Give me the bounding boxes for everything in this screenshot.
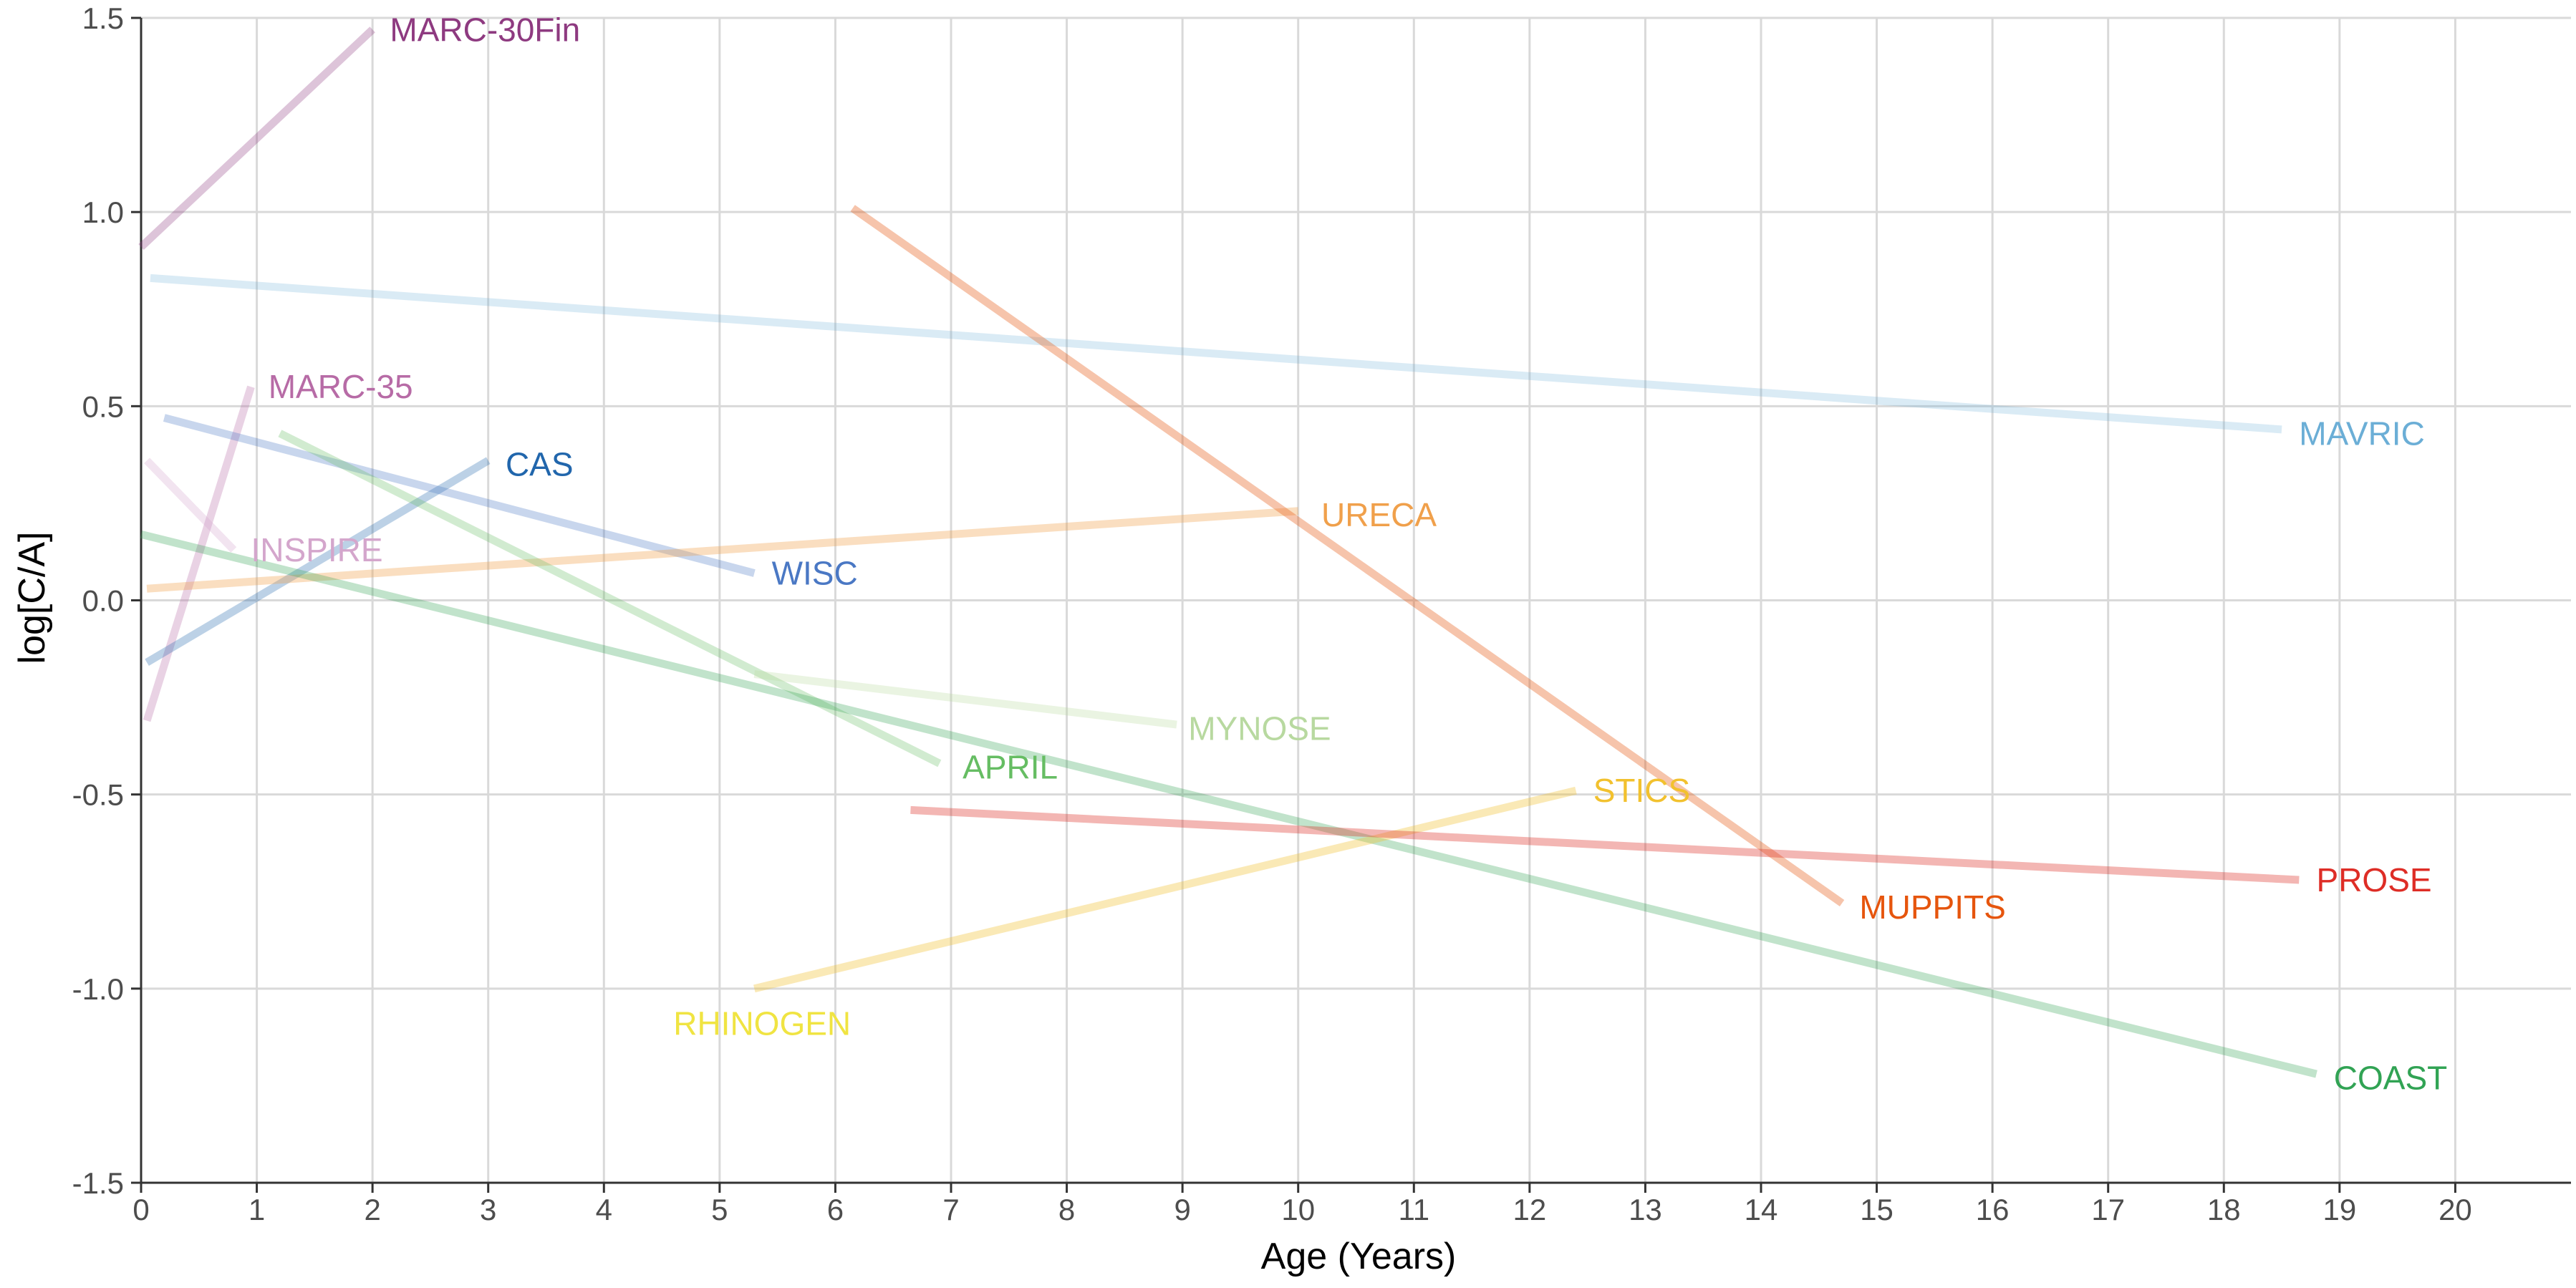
series-line-april xyxy=(278,430,942,768)
y-tick-label: 1.5 xyxy=(82,1,124,35)
series-label-ureca: URECA xyxy=(1321,496,1437,533)
series-label-april: APRIL xyxy=(963,749,1058,786)
series-line-marc-35 xyxy=(143,385,255,722)
series-line-coast xyxy=(140,530,2317,1078)
x-tick-label: 0 xyxy=(132,1193,149,1226)
series-line-ureca xyxy=(146,507,1299,593)
x-tick-label: 6 xyxy=(827,1193,844,1226)
y-tick-label: -0.5 xyxy=(72,778,124,812)
x-tick-label: 15 xyxy=(1860,1193,1894,1226)
x-tick-label: 9 xyxy=(1174,1193,1190,1226)
series-label-coast: COAST xyxy=(2334,1060,2447,1097)
series-line-inspire xyxy=(144,457,237,553)
series-line-prose xyxy=(910,805,2300,884)
series-line-cas xyxy=(145,457,491,667)
series-label-rhinogen: RHINOGEN xyxy=(673,1005,851,1042)
series-line-muppits xyxy=(850,205,1845,907)
series-lines xyxy=(138,26,2317,1078)
x-tick-label: 8 xyxy=(1058,1193,1075,1226)
series-label-marc-30fin: MARC-30Fin xyxy=(390,11,580,48)
series-label-inspire: INSPIRE xyxy=(251,531,382,568)
series-label-marc-35: MARC-35 xyxy=(269,368,413,405)
y-axis-title: log[C/A] xyxy=(11,532,53,664)
y-tick-label: 1.0 xyxy=(82,195,124,229)
series-line-wisc xyxy=(163,414,756,577)
series-label-mynose: MYNOSE xyxy=(1188,710,1331,747)
series-labels: MARC-30Fin MAVRIC MARC-35 INSPIRE CAS WISC URE… xyxy=(251,11,2447,1096)
x-tick-label: 10 xyxy=(1281,1193,1315,1226)
x-tick-label: 18 xyxy=(2207,1193,2241,1226)
y-tick-label: 0.5 xyxy=(82,389,124,423)
y-tick-label: 0.0 xyxy=(82,584,124,618)
series-line-mavric xyxy=(150,273,2282,434)
gridlines xyxy=(140,16,2571,1184)
x-tick-label: 19 xyxy=(2322,1193,2356,1226)
x-tick-label: 1 xyxy=(249,1193,265,1226)
axes: 0 1 2 3 4 5 6 7 8 9 10 11 12 13 14 15 16 17 18 19 20-1.5-1.0… xyxy=(72,1,2571,1226)
y-tick-label: -1.5 xyxy=(72,1166,124,1200)
x-tick-label: 17 xyxy=(2091,1193,2125,1226)
x-tick-label: 2 xyxy=(364,1193,380,1226)
series-label-prose: PROSE xyxy=(2317,861,2432,899)
series-label-cas: CAS xyxy=(506,446,574,483)
x-tick-label: 7 xyxy=(942,1193,959,1226)
series-label-wisc: WISC xyxy=(772,555,858,592)
x-tick-label: 14 xyxy=(1745,1193,1778,1226)
x-tick-label: 12 xyxy=(1513,1193,1546,1226)
x-tick-label: 13 xyxy=(1629,1193,1662,1226)
series-label-stics: STICS xyxy=(1593,772,1690,809)
x-axis-title: Age (Years) xyxy=(1261,1236,1457,1277)
series-label-muppits: MUPPITS xyxy=(1859,888,2005,926)
x-tick-label: 4 xyxy=(596,1193,612,1226)
x-tick-label: 11 xyxy=(1398,1193,1429,1226)
x-tick-label: 16 xyxy=(1976,1193,2010,1226)
series-label-mavric: MAVRIC xyxy=(2299,415,2425,452)
series-line-marc-30fin xyxy=(138,26,375,250)
y-tick-label: -1.0 xyxy=(72,972,124,1006)
x-tick-label: 3 xyxy=(480,1193,496,1226)
x-tick-label: 20 xyxy=(2438,1193,2472,1226)
x-tick-label: 5 xyxy=(711,1193,728,1226)
series-line-stics xyxy=(753,786,1577,993)
series-line-mynose xyxy=(753,670,1177,729)
